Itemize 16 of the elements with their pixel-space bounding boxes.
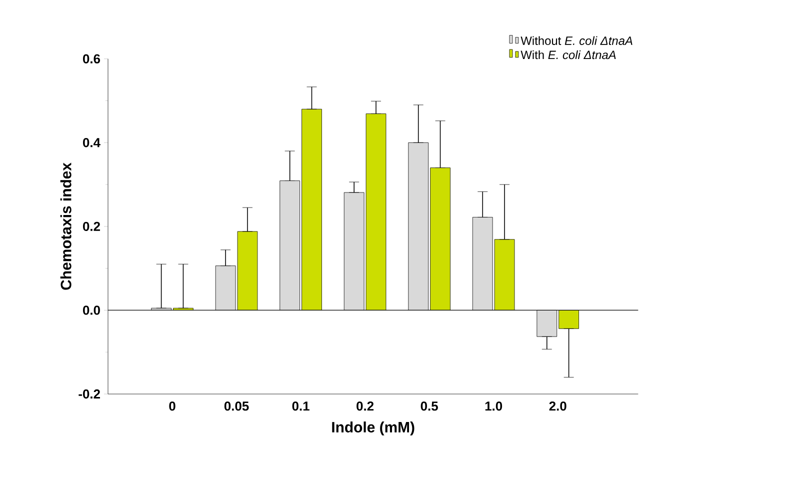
y-tick-label: 0.2 (83, 222, 100, 232)
y-axis-title: Chemotaxis index (60, 162, 72, 290)
y-tick-label: 0.4 (83, 138, 100, 148)
y-tick-label: 0.0 (83, 306, 100, 315)
x-tick-label: 0.2 (356, 402, 374, 411)
x-tick-label: 1.0 (485, 402, 502, 411)
x-tick-label: 0.05 (224, 402, 249, 411)
x-tick-label: 0.5 (420, 402, 438, 411)
legend-label: With E. coli ΔtnaA (520, 50, 616, 60)
y-tick-label: -0.2 (78, 389, 100, 399)
x-tick-label: 2.0 (549, 402, 566, 411)
x-axis-title: Indole (mM) (332, 422, 414, 436)
y-tick-label: 0.6 (83, 54, 100, 64)
x-tick-label: 0.1 (292, 402, 310, 411)
x-tick-label: 0 (169, 402, 176, 411)
legend-label: Without E. coli ΔtnaA (520, 36, 632, 45)
